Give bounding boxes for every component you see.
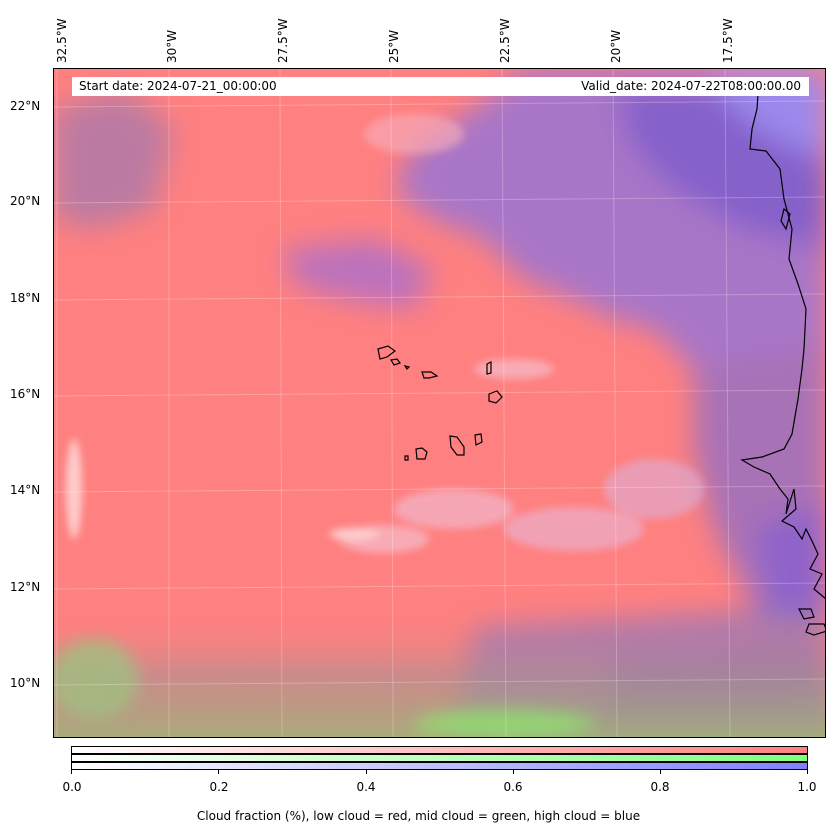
lon-label: 25°W: [387, 29, 401, 63]
map-canvas: [54, 69, 825, 737]
lat-label: 12°N: [10, 580, 41, 594]
lat-label: 20°N: [10, 194, 41, 208]
colorbar-low-cloud: [71, 746, 808, 754]
date-info-bar: Start date: 2024-07-21_00:00:00 Valid_da…: [72, 77, 809, 96]
graticule: [54, 69, 825, 737]
lat-label: 10°N: [10, 676, 41, 690]
colorbar-tick-label: 0.4: [356, 780, 376, 794]
colorbar-tick-label: 0.8: [650, 780, 670, 794]
lon-label: 22.5°W: [498, 18, 512, 63]
lat-label: 22°N: [10, 99, 41, 113]
lon-label: 17.5°W: [721, 18, 735, 63]
colorbar-tick-label: 0.6: [503, 780, 523, 794]
lat-label: 18°N: [10, 291, 41, 305]
colorbar-tick-label: 0.2: [209, 780, 229, 794]
colorbar-tick: [71, 770, 72, 774]
colorbar-tick: [807, 770, 808, 774]
mixed-cloud-patches: [66, 114, 704, 553]
start-date-label: Start date: 2024-07-21_00:00:00: [79, 79, 277, 93]
africa-coastline-islands: [780, 207, 825, 636]
colorbar: [71, 746, 808, 770]
colorbar-tick: [366, 770, 367, 774]
colorbar-tick-label: 0.0: [62, 780, 82, 794]
lat-label: 16°N: [10, 387, 41, 401]
cabo-verde-islands: [377, 345, 503, 461]
lon-label: 32.5°W: [55, 18, 69, 63]
lat-label: 14°N: [10, 483, 41, 497]
valid-date-label: Valid_date: 2024-07-22T08:00:00.00: [581, 79, 801, 93]
colorbar-mid-cloud: [71, 754, 808, 762]
colorbar-tick: [513, 770, 514, 774]
colorbar-caption: Cloud fraction (%), low cloud = red, mid…: [196, 809, 641, 823]
cloud-fraction-map: Start date: 2024-07-21_00:00:00 Valid_da…: [53, 68, 826, 738]
colorbar-tick-label: 1.0: [797, 780, 817, 794]
lon-label: 30°W: [165, 29, 179, 63]
colorbar-high-cloud: [71, 762, 808, 770]
lon-label: 20°W: [609, 29, 623, 63]
lon-label: 27.5°W: [276, 18, 290, 63]
colorbar-tick: [218, 770, 219, 774]
africa-coastline: [740, 78, 825, 599]
colorbar-tick: [660, 770, 661, 774]
